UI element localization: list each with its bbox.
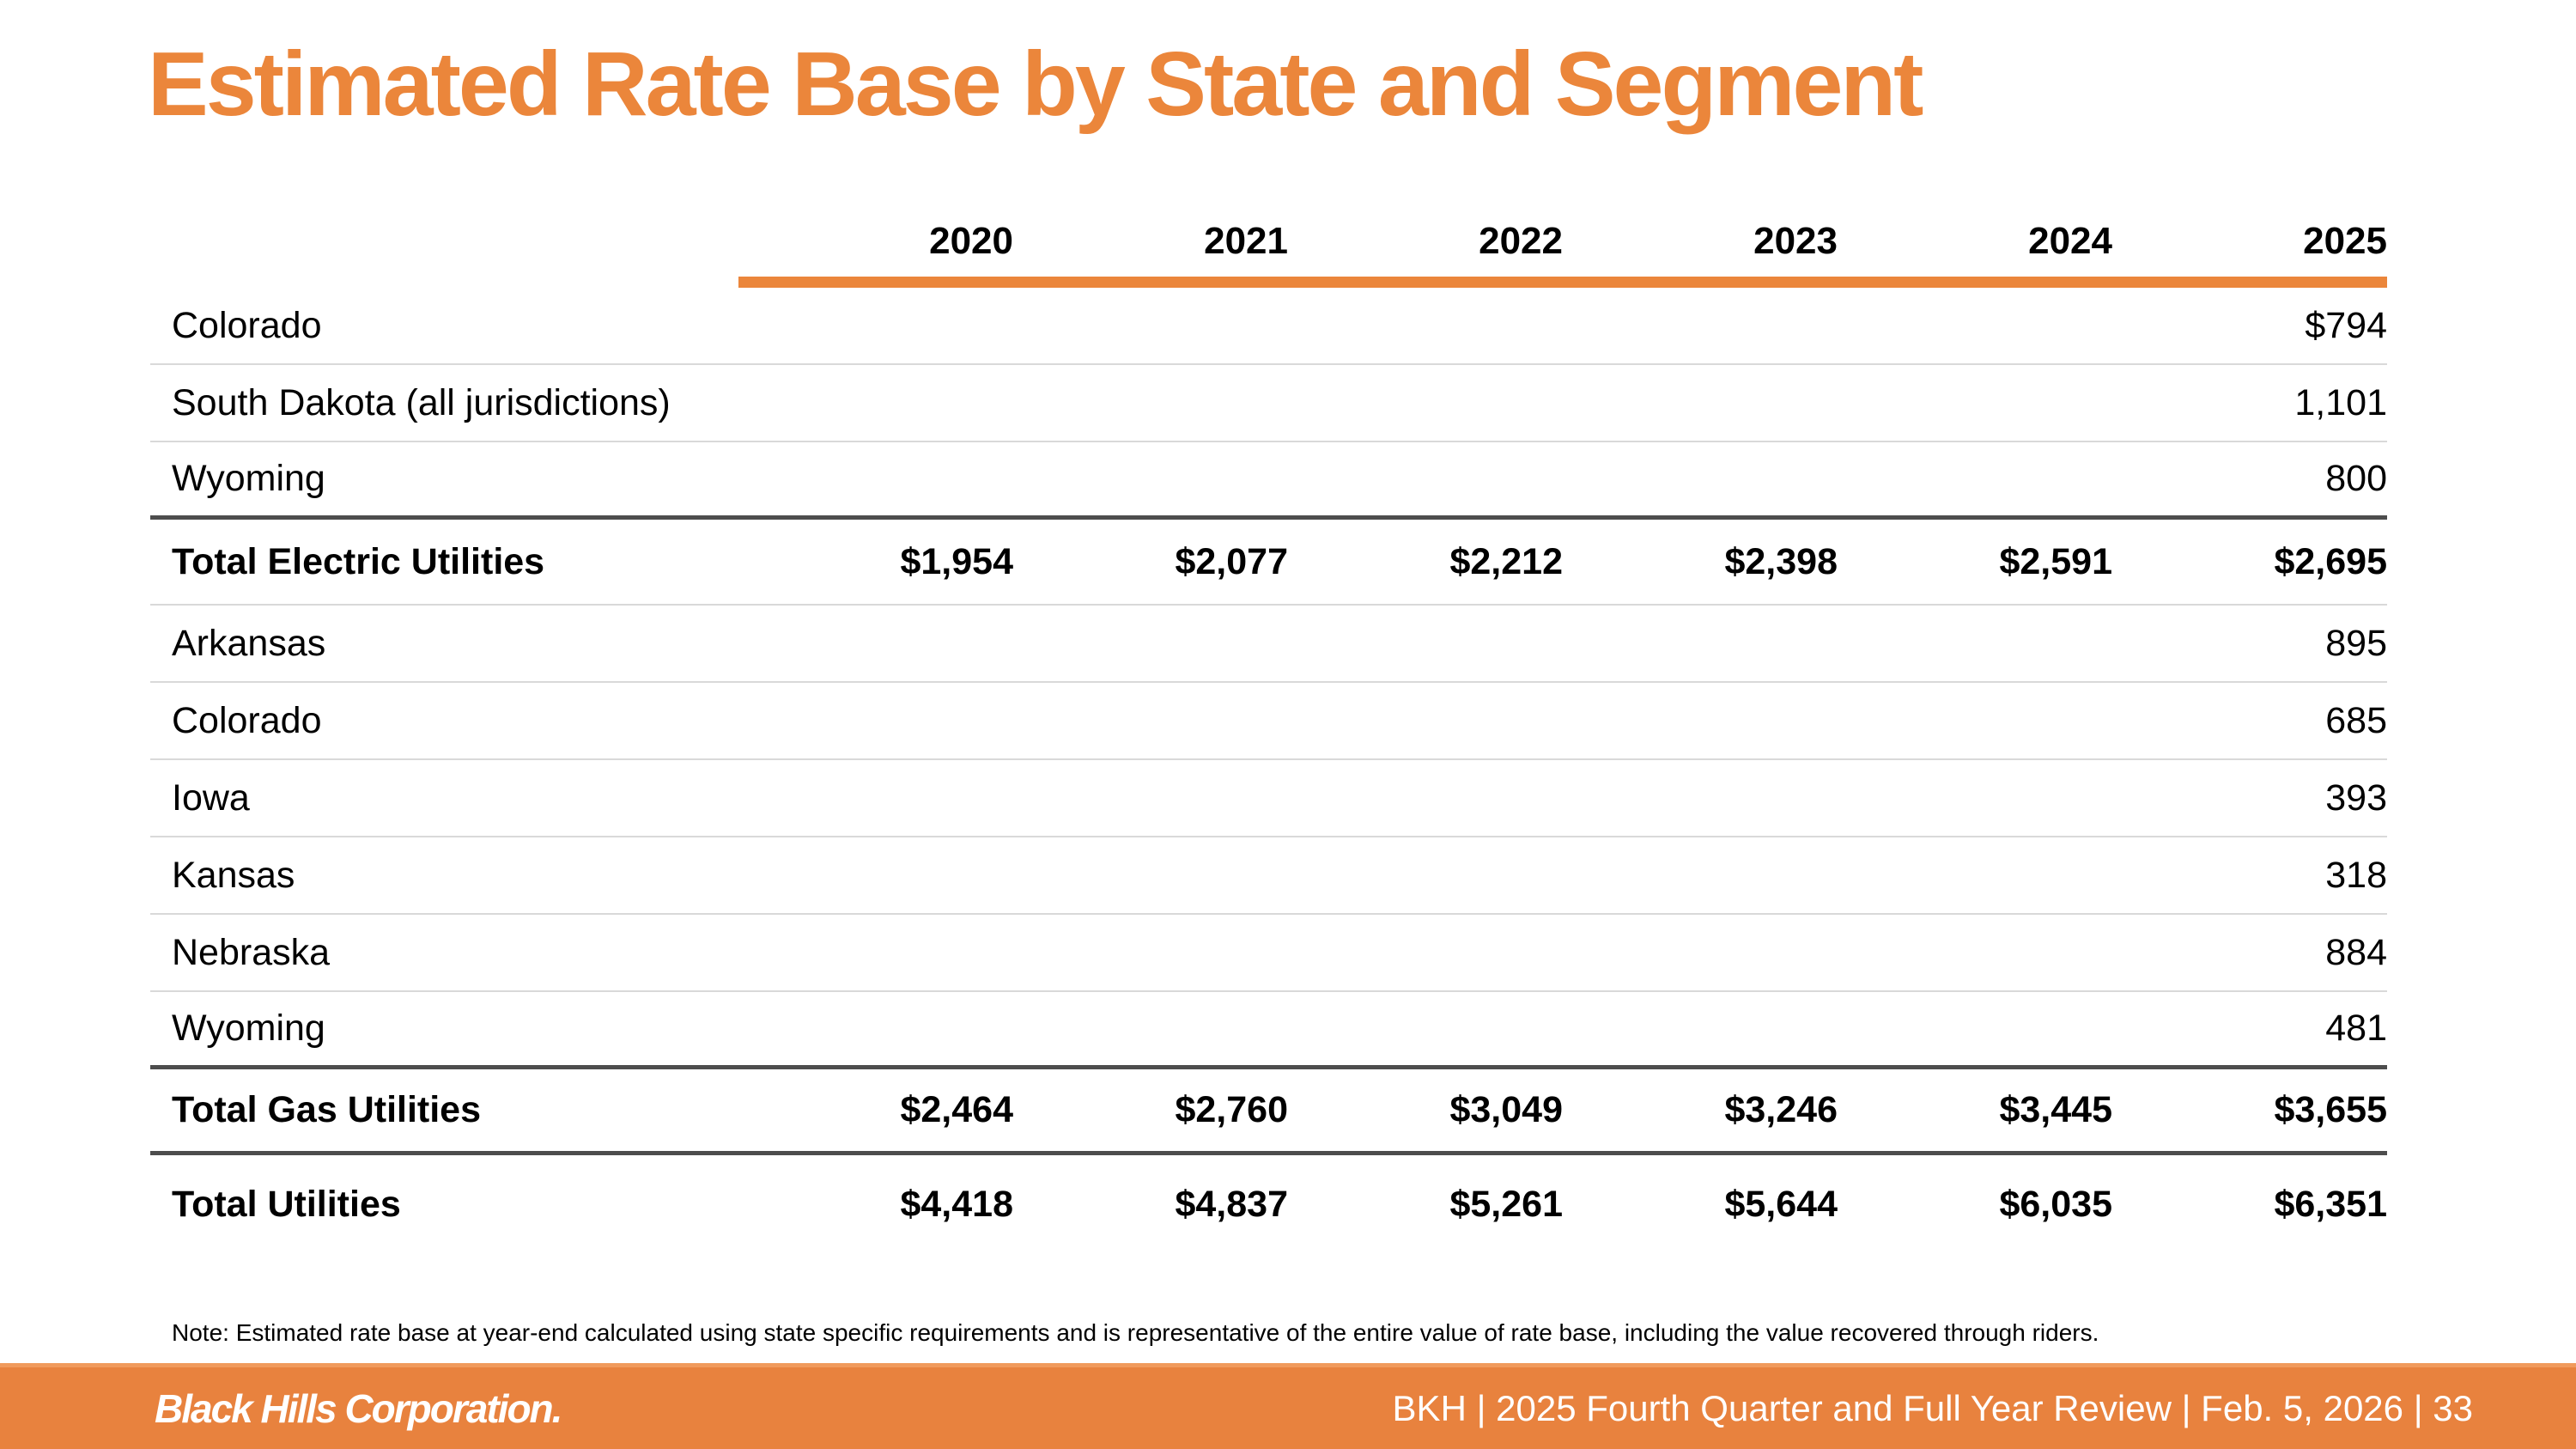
year-header: 2020	[929, 220, 1013, 262]
cell-value: $2,591	[1999, 540, 2112, 582]
year-header: 2024	[2028, 220, 2112, 262]
row-label: Arkansas	[172, 622, 326, 664]
row-label: Total Gas Utilities	[172, 1089, 481, 1130]
row-label: Wyoming	[172, 1008, 325, 1049]
cell-value: $3,049	[1449, 1089, 1563, 1130]
year-header: 2021	[1204, 220, 1288, 262]
cell-value: 895	[2325, 622, 2387, 664]
header-underline	[738, 277, 2387, 288]
cell-value: 685	[2325, 699, 2387, 741]
table-row: South Dakota (all jurisdictions) 1,101	[150, 365, 2387, 442]
cell-value: 318	[2325, 854, 2387, 896]
table-row: Arkansas 895	[150, 606, 2387, 683]
row-label: Iowa	[172, 776, 250, 819]
cell-value: $3,246	[1724, 1089, 1838, 1130]
cell-value: $2,077	[1175, 540, 1288, 582]
table-row: Kansas 318	[150, 837, 2387, 915]
year-header: 2022	[1479, 220, 1563, 262]
cell-value: $6,035	[1999, 1183, 2112, 1225]
cell-value: $2,464	[900, 1089, 1013, 1130]
table-row: Nebraska 884	[150, 915, 2387, 992]
cell-value: 481	[2325, 1008, 2387, 1049]
cell-value: $6,351	[2274, 1183, 2387, 1225]
cell-value: $5,644	[1724, 1183, 1838, 1225]
table-header-row: 2020 2021 2022 2023 2024 2025	[150, 206, 2387, 277]
cell-value: $3,655	[2274, 1089, 2387, 1130]
row-label: Total Electric Utilities	[172, 540, 545, 582]
cell-value: 800	[2325, 458, 2387, 499]
cell-value: $2,760	[1175, 1089, 1288, 1130]
footer-info: BKH | 2025 Fourth Quarter and Full Year …	[1392, 1387, 2473, 1428]
row-label: Wyoming	[172, 458, 325, 499]
cell-value: $4,837	[1175, 1183, 1288, 1225]
table-row: Iowa 393	[150, 760, 2387, 837]
row-label: Colorado	[172, 699, 322, 741]
row-label: Kansas	[172, 854, 295, 896]
cell-value: $4,418	[900, 1183, 1013, 1225]
cell-value: $2,212	[1449, 540, 1563, 582]
company-logo: Black Hills Corporation.	[155, 1385, 562, 1431]
footnote: Note: Estimated rate base at year-end ca…	[172, 1319, 2099, 1346]
cell-value: $2,398	[1724, 540, 1838, 582]
cell-value: 1,101	[2294, 381, 2387, 423]
rate-base-table: 2020 2021 2022 2023 2024 2025 Colorado $794 Sou…	[150, 206, 2387, 1253]
table-row: Total Utilities $4,418 $4,837 $5,261 $5,644 $…	[150, 1155, 2387, 1253]
year-header: 2025	[2303, 220, 2387, 262]
row-label: South Dakota (all jurisdictions)	[172, 381, 671, 423]
page-title: Estimated Rate Base by State and Segment	[148, 33, 1923, 135]
cell-value: $2,695	[2274, 540, 2387, 582]
table-row: Total Gas Utilities $2,464 $2,760 $3,049 $3,…	[150, 1069, 2387, 1155]
year-header: 2023	[1753, 220, 1838, 262]
table-row: Wyoming 800	[150, 442, 2387, 520]
cell-value: $794	[2305, 304, 2387, 346]
cell-value: 884	[2325, 931, 2387, 973]
row-label: Colorado	[172, 304, 322, 346]
table-row: Total Electric Utilities $1,954 $2,077 $2,2…	[150, 520, 2387, 606]
table-row: Colorado 685	[150, 683, 2387, 760]
footer-bar: Black Hills Corporation. BKH | 2025 Four…	[0, 1363, 2576, 1449]
table-row: Wyoming 481	[150, 992, 2387, 1069]
cell-value: $1,954	[900, 540, 1013, 582]
table-body: Colorado $794 South Dakota (all jurisdicti…	[150, 288, 2387, 1253]
cell-value: $5,261	[1449, 1183, 1563, 1225]
cell-value: 393	[2325, 776, 2387, 819]
row-label: Nebraska	[172, 931, 331, 973]
table-row: Colorado $794	[150, 288, 2387, 365]
cell-value: $3,445	[1999, 1089, 2112, 1130]
row-label: Total Utilities	[172, 1183, 401, 1225]
